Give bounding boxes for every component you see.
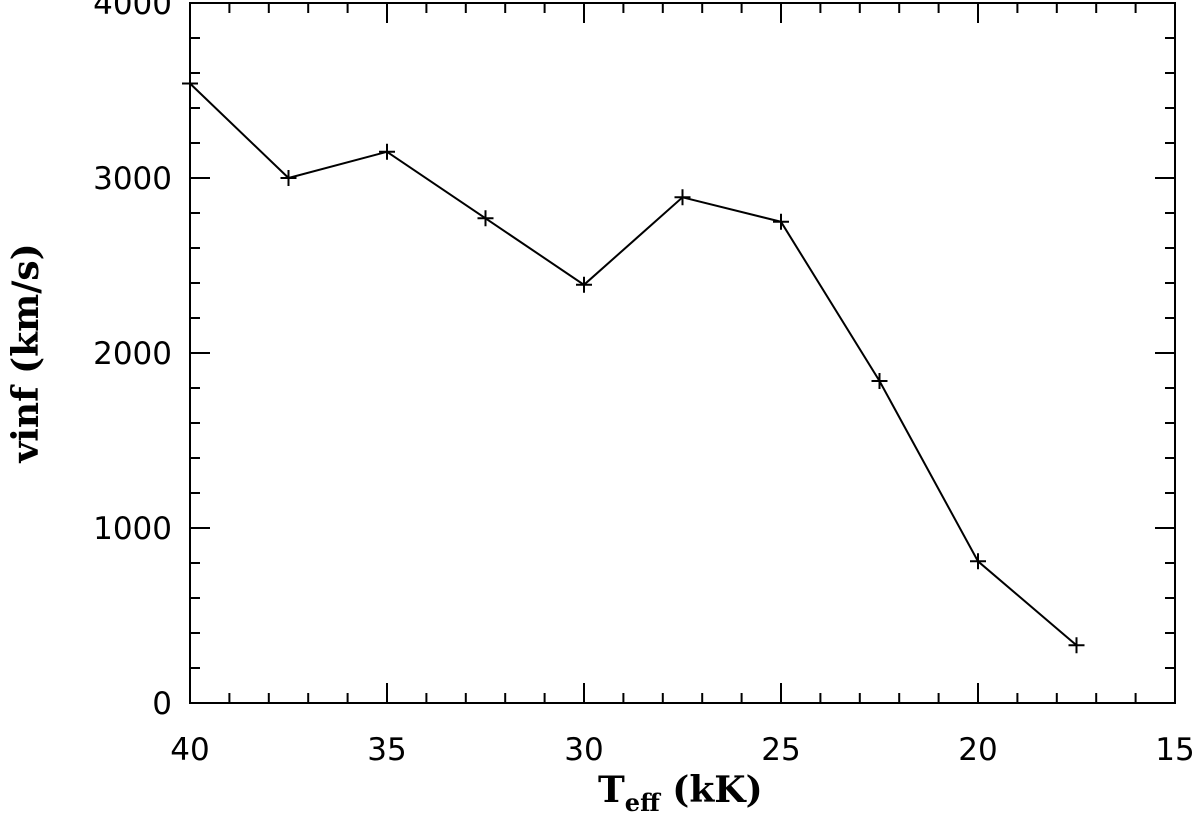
y-tick-labels: 0 1000 2000 3000 4000 [93,0,172,722]
data-point [280,170,297,186]
data-point [674,189,691,206]
data-point [1068,637,1085,654]
y-tick-label: 4000 [93,0,172,22]
y-tick-label: 0 [152,686,172,722]
y-axis-title: vinf (km/s) [5,243,47,463]
data-point [477,210,494,227]
x-axis-title-main: T [598,769,625,811]
plot-frame [189,2,1176,704]
data-point [773,213,789,230]
data-markers [182,75,1085,654]
y-tick-label: 2000 [93,336,172,372]
data-point [576,276,592,293]
x-tick-label: 25 [761,732,800,768]
y-tick-label: 1000 [93,511,172,547]
data-point [871,373,888,389]
x-tick-label: 35 [367,732,406,768]
x-axis-title: Teff (kK) [598,769,763,817]
x-tick-label: 15 [1155,732,1194,768]
axis-ticks [189,2,1176,704]
x-tick-label: 30 [564,732,603,768]
x-axis-title-sub: eff [625,788,661,817]
data-point [379,143,395,160]
x-tick-label: 40 [170,732,209,768]
data-point [182,75,198,92]
x-axis-title-unit: (kK) [660,769,763,811]
x-tick-labels: 40 35 30 25 20 15 [170,732,1194,768]
data-point [970,553,986,570]
series-line [189,82,1078,647]
x-tick-label: 20 [958,732,997,768]
y-tick-label: 3000 [93,161,172,197]
